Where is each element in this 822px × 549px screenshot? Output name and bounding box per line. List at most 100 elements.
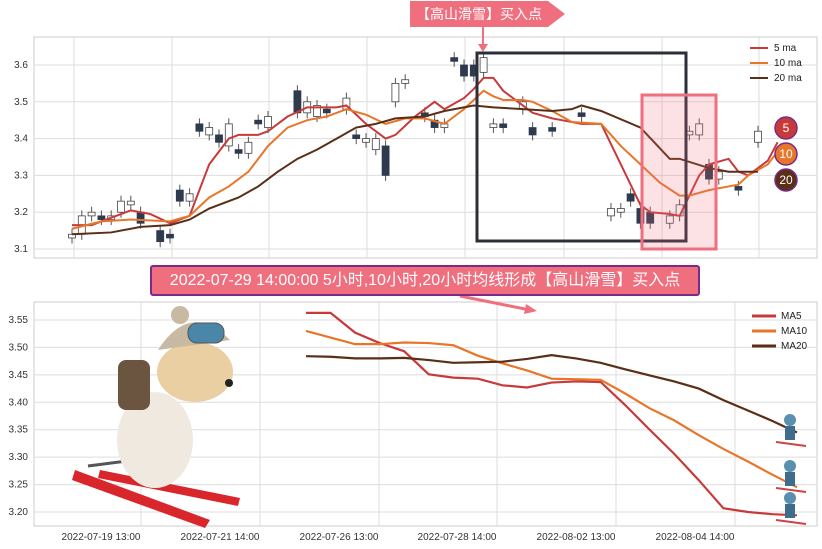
candle bbox=[195, 123, 204, 132]
candle bbox=[734, 186, 743, 191]
candle bbox=[126, 200, 135, 206]
buy-point-label: 【高山滑雪】买入点 bbox=[410, 1, 548, 27]
dog-body-icon bbox=[117, 392, 193, 488]
legend-label: 5 ma bbox=[774, 43, 797, 54]
y-tick-label: 3.30 bbox=[9, 452, 29, 463]
y-tick-label: 3.4 bbox=[14, 134, 28, 145]
ma-badge bbox=[774, 116, 798, 140]
candle bbox=[185, 193, 194, 202]
skier-body-icon bbox=[785, 504, 795, 518]
x-tick-label: 2022-07-19 13:00 bbox=[62, 532, 141, 543]
skier-body-icon bbox=[785, 472, 795, 486]
label-arrow-tip bbox=[548, 1, 565, 27]
candle bbox=[450, 57, 459, 62]
candle bbox=[175, 189, 184, 202]
ma-line-20-ma bbox=[71, 104, 758, 236]
y-tick-label: 3.50 bbox=[9, 342, 29, 353]
candle bbox=[499, 123, 508, 128]
y-tick-label: 3.40 bbox=[9, 397, 29, 408]
y-tick-label: 3.3 bbox=[14, 170, 28, 181]
ma-line-5-ma bbox=[72, 76, 779, 227]
candle bbox=[460, 64, 468, 77]
y-tick-label: 3.55 bbox=[9, 315, 29, 326]
y-tick-label: 3.6 bbox=[14, 60, 28, 71]
candle bbox=[234, 149, 243, 154]
banner-arrow bbox=[459, 294, 531, 312]
candle bbox=[156, 230, 165, 243]
dog-head-icon bbox=[157, 342, 233, 402]
x-tick-label: 2022-08-02 13:00 bbox=[537, 532, 616, 543]
candle bbox=[224, 123, 233, 147]
candle bbox=[264, 116, 272, 128]
candle bbox=[117, 200, 125, 213]
skiing-dog-illustration bbox=[72, 306, 240, 528]
skier-head-icon bbox=[784, 460, 796, 472]
y-tick-label: 3.5 bbox=[14, 97, 28, 108]
candle bbox=[371, 138, 380, 151]
backpack-icon bbox=[118, 360, 150, 410]
y-tick-label: 3.2 bbox=[14, 207, 28, 218]
goggles-icon bbox=[187, 322, 225, 344]
candle bbox=[479, 57, 488, 73]
skier-body-icon bbox=[785, 426, 795, 440]
legend-label: MA10 bbox=[781, 326, 808, 337]
y-tick-label: 3.1 bbox=[14, 244, 28, 255]
candle bbox=[293, 90, 302, 114]
skier-ski-icon bbox=[775, 441, 807, 447]
skier-icon bbox=[775, 492, 807, 525]
candle bbox=[548, 127, 557, 132]
ma-line-MA20 bbox=[305, 353, 798, 434]
candle bbox=[489, 123, 498, 128]
candle bbox=[381, 145, 390, 176]
x-tick-label: 2022-07-28 14:00 bbox=[418, 532, 497, 543]
y-tick-label: 3.45 bbox=[9, 370, 29, 381]
highlight-box bbox=[475, 51, 688, 243]
legend-label: 20 ma bbox=[774, 73, 802, 84]
dog-nose-icon bbox=[225, 379, 233, 387]
ma-badge bbox=[774, 142, 798, 166]
candle bbox=[636, 208, 645, 224]
legend-label: MA20 bbox=[781, 341, 808, 352]
ma-badge-label: 5 bbox=[783, 121, 790, 135]
candle bbox=[695, 123, 704, 136]
candle bbox=[205, 127, 214, 136]
candle bbox=[391, 83, 400, 103]
legend-label: 10 ma bbox=[774, 58, 802, 69]
x-tick-label: 2022-07-21 14:00 bbox=[181, 532, 260, 543]
pointer-arrowhead-icon bbox=[478, 44, 488, 52]
y-tick-label: 3.20 bbox=[9, 507, 29, 518]
candle bbox=[607, 208, 615, 217]
legend-label: MA5 bbox=[781, 311, 802, 322]
candle bbox=[616, 208, 625, 213]
ma-line-MA5 bbox=[306, 311, 798, 517]
ma-badge-label: 10 bbox=[779, 147, 793, 161]
candle bbox=[215, 134, 223, 143]
candle bbox=[136, 211, 145, 224]
candle bbox=[87, 211, 96, 217]
ma-line-10-ma bbox=[71, 89, 779, 230]
candle bbox=[754, 130, 762, 143]
skier-ski-icon bbox=[775, 519, 807, 525]
candle bbox=[626, 193, 635, 202]
ski-icon bbox=[72, 470, 210, 528]
candle bbox=[166, 233, 174, 239]
y-tick-label: 3.35 bbox=[9, 425, 29, 436]
signal-banner: 2022-07-29 14:00:00 5小时,10小时,20小时均线形成【高山… bbox=[150, 265, 700, 296]
skier-head-icon bbox=[784, 414, 796, 426]
candle bbox=[352, 134, 361, 139]
candle bbox=[528, 127, 537, 136]
skier-icon bbox=[775, 414, 807, 447]
candle bbox=[362, 138, 370, 143]
candle bbox=[577, 112, 586, 117]
candle bbox=[97, 215, 106, 220]
ma-badge bbox=[774, 168, 798, 192]
candle bbox=[244, 141, 253, 154]
annotations: 5 10 20 bbox=[72, 1, 807, 528]
candle bbox=[401, 79, 410, 84]
candle bbox=[665, 215, 674, 224]
skier-ski-icon bbox=[775, 487, 807, 493]
candle bbox=[322, 108, 331, 114]
skier-head-icon bbox=[784, 492, 796, 504]
skier-icon bbox=[775, 460, 807, 493]
